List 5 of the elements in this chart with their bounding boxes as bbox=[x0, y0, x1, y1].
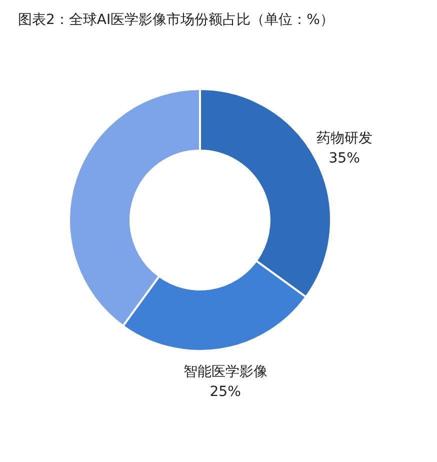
slice-label: 智能医学影像 bbox=[183, 364, 268, 380]
data-label: 35% bbox=[328, 150, 360, 166]
title: 图表2：全球AI医学影像市场份额占比（单位：%） bbox=[18, 12, 334, 28]
slice-label: 药物研发 bbox=[316, 130, 372, 146]
data-label: 25% bbox=[210, 384, 241, 400]
